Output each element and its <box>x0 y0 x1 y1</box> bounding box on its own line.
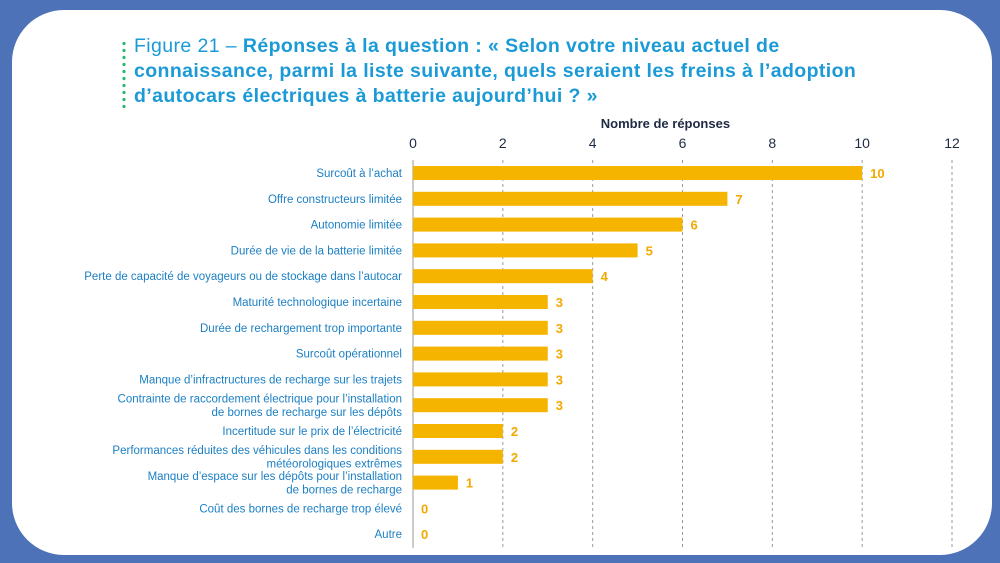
category-label-line: Autonomie limitée <box>311 220 402 232</box>
bar-value-label: 6 <box>691 218 698 233</box>
category-label-line: de bornes de recharge <box>286 484 402 496</box>
bar <box>413 191 728 206</box>
bar <box>413 475 458 490</box>
category-label-line: Durée de vie de la batterie limitée <box>231 245 402 257</box>
category-label: Performances réduites des véhicules dans… <box>112 445 402 471</box>
bar-value-label: 7 <box>735 192 742 207</box>
category-label-line: de bornes de recharge sur les dépôts <box>211 407 402 419</box>
category-label: Perte de capacité de voyageurs ou de sto… <box>84 271 402 283</box>
category-label-line: Manque d’espace sur les dépôts pour l’in… <box>148 471 402 483</box>
title-dotted-rule <box>122 40 126 110</box>
category-label: Manque d’infractructures de recharge sur… <box>139 374 402 386</box>
bar-value-label: 2 <box>511 424 518 439</box>
category-label: Durée de rechargement trop importante <box>200 323 402 335</box>
category-label: Surcoût à l’achat <box>316 168 402 180</box>
category-label-line: météorologiques extrêmes <box>266 459 402 471</box>
x-tick-label: 10 <box>854 135 870 151</box>
category-label-line: Maturité technologique incertaine <box>233 297 402 309</box>
bar <box>413 449 503 464</box>
category-label: Incertitude sur le prix de l’électricité <box>222 426 402 438</box>
bar <box>413 398 548 413</box>
x-tick-label: 6 <box>679 135 687 151</box>
category-label-line: Performances réduites des véhicules dans… <box>112 445 402 457</box>
x-tick-label: 12 <box>944 135 960 151</box>
category-label-line: Offre constructeurs limitée <box>268 194 402 206</box>
bar-value-label: 1 <box>466 476 473 491</box>
category-label-line: Perte de capacité de voyageurs ou de sto… <box>84 271 402 283</box>
x-tick-label: 0 <box>409 135 417 151</box>
bar <box>413 372 548 387</box>
bar-value-label: 3 <box>556 398 563 413</box>
x-tick-label: 8 <box>768 135 776 151</box>
bar <box>413 166 863 180</box>
bar-value-label: 3 <box>556 347 563 362</box>
category-label-line: Durée de rechargement trop importante <box>200 323 402 335</box>
category-label-line: Contrainte de raccordement électrique po… <box>118 393 402 405</box>
bar <box>413 424 503 438</box>
category-label-line: Surcoût à l’achat <box>316 168 402 180</box>
category-label: Surcoût opérationnel <box>296 349 402 361</box>
category-label-line: Manque d’infractructures de recharge sur… <box>139 374 402 386</box>
category-label-line: Coût des bornes de recharge trop élevé <box>199 503 402 515</box>
category-label: Contrainte de raccordement électrique po… <box>118 393 403 419</box>
category-label: Durée de vie de la batterie limitée <box>231 245 402 257</box>
bar-value-label: 3 <box>556 372 563 387</box>
bar <box>413 320 548 335</box>
x-tick-label: 4 <box>589 135 597 151</box>
bar <box>413 346 548 361</box>
figure-number: Figure 21 – <box>134 35 243 57</box>
bar <box>413 217 683 232</box>
category-label-line: Incertitude sur le prix de l’électricité <box>222 426 402 438</box>
figure-question: Réponses à la question : « Selon votre n… <box>134 35 857 107</box>
category-label: Coût des bornes de recharge trop élevé <box>199 503 402 515</box>
bar <box>413 295 548 309</box>
figure-title: Figure 21 – Réponses à la question : « S… <box>134 34 882 109</box>
bar-value-label: 3 <box>556 295 563 310</box>
category-label: Manque d’espace sur les dépôts pour l’in… <box>148 471 402 497</box>
category-label: Autre <box>375 529 403 541</box>
bar-value-label: 4 <box>601 269 609 284</box>
category-label: Offre constructeurs limitée <box>268 194 402 206</box>
category-label: Autonomie limitée <box>311 220 402 232</box>
x-axis-title: Nombre de réponses <box>601 116 730 131</box>
bar-value-label: 2 <box>511 450 518 465</box>
bar-value-label: 5 <box>646 243 653 258</box>
x-tick-label: 2 <box>499 135 507 151</box>
bar-value-label: 3 <box>556 321 563 336</box>
category-label: Maturité technologique incertaine <box>233 297 402 309</box>
category-label-line: Surcoût opérationnel <box>296 349 402 361</box>
bar-value-label: 0 <box>421 527 428 542</box>
bar <box>413 243 638 258</box>
bar-value-label: 0 <box>421 501 428 516</box>
bar <box>413 269 593 284</box>
bar-value-label: 10 <box>870 166 884 181</box>
category-label-line: Autre <box>375 529 403 541</box>
figure-title-block: Figure 21 – Réponses à la question : « S… <box>122 34 882 110</box>
